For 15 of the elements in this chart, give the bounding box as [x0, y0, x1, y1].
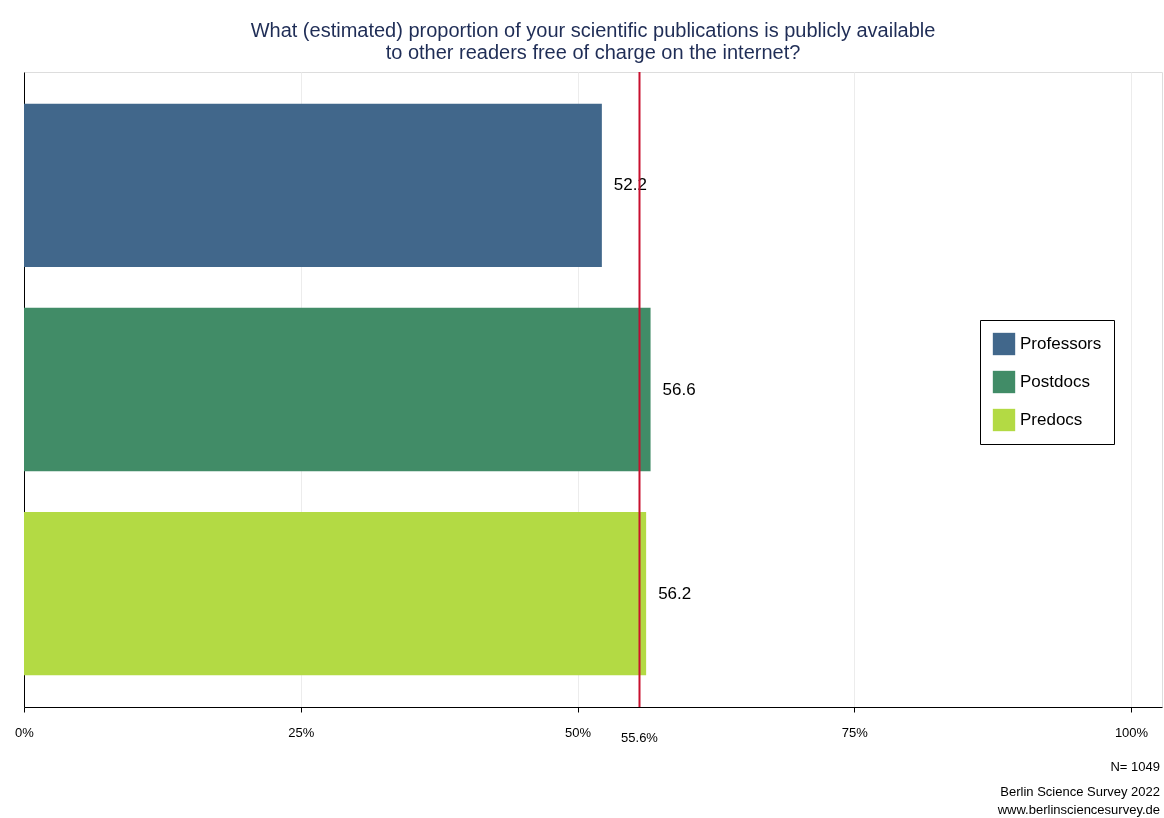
- x-tick-label: 0%: [15, 724, 35, 740]
- legend-label: Professors: [1020, 334, 1102, 353]
- text: Berlin Science Survey 2022: [1000, 784, 1160, 799]
- legend-label: Predocs: [1020, 410, 1083, 429]
- legend-label: Postdocs: [1020, 372, 1090, 391]
- text: www.berlinsciencesurvey.de: [996, 802, 1160, 817]
- text: N= 1049: [1110, 759, 1160, 774]
- x-tick-label: 50%: [564, 724, 592, 740]
- data-label: 56.6: [662, 379, 696, 399]
- chart-title: What (estimated) proportion of your scientific publications is publicly available to other readers free of charge on the internet?: [250, 19, 936, 63]
- x-tick-label: 100%: [1114, 724, 1149, 740]
- x-tick-label: 75%: [841, 724, 869, 740]
- x-tick-label: 25%: [288, 724, 315, 740]
- ref-line-label: 55.6%: [621, 730, 659, 745]
- data-label: 56.2: [658, 583, 692, 603]
